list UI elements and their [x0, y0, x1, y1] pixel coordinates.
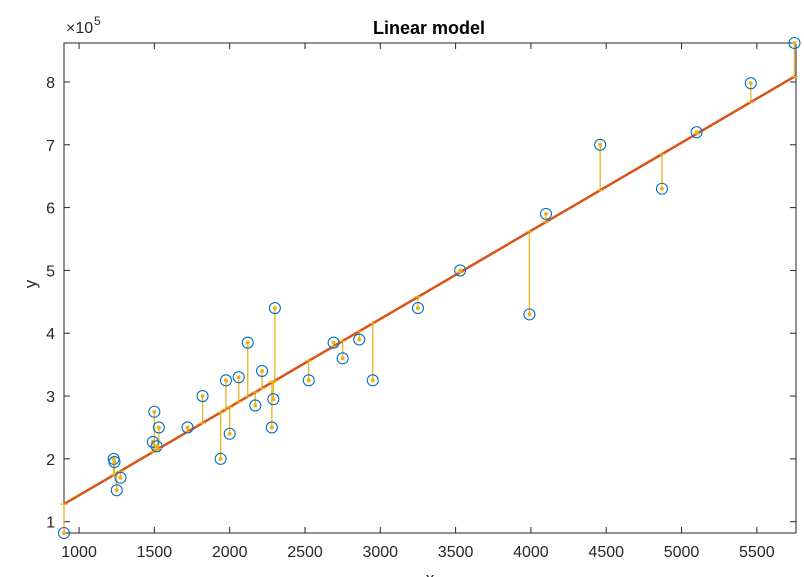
- x-tick-label: 2000: [212, 544, 248, 561]
- data-point: [256, 364, 269, 377]
- x-tick-label: 5000: [664, 544, 700, 561]
- residual-point-dot: [269, 425, 274, 430]
- x-tick-label: 5500: [739, 544, 775, 561]
- data-point: [150, 440, 163, 453]
- x-tick-label: 2500: [287, 544, 323, 561]
- data-point: [539, 207, 553, 220]
- residual-point-dot: [306, 378, 311, 383]
- data-point: [353, 333, 366, 346]
- data-point: [57, 526, 71, 540]
- data-point: [788, 36, 801, 50]
- x-tick-label: 3500: [438, 544, 474, 561]
- data-point: [366, 374, 379, 387]
- residual-point-dot: [156, 425, 161, 430]
- residual-point-dot: [245, 340, 250, 345]
- data-point: [219, 374, 232, 387]
- data-point: [411, 302, 425, 315]
- residual-point-dot: [598, 142, 603, 147]
- data-point: [196, 390, 209, 403]
- y-tick-label: 4: [46, 326, 55, 343]
- data-point: [232, 371, 245, 384]
- residual-point-dot: [370, 378, 375, 383]
- data-point: [655, 182, 669, 195]
- data-point: [594, 138, 607, 151]
- data-point: [148, 405, 161, 418]
- data-point: [302, 374, 315, 387]
- data-point: [110, 484, 123, 497]
- data-point: [146, 435, 159, 448]
- residual-point-dot: [694, 130, 699, 135]
- data-point: [268, 302, 281, 315]
- data-point: [267, 393, 280, 406]
- plot-area: 1000 1500 2000 2500 3000 3500 4000 4500 5000 5500…: [46, 36, 801, 561]
- x-tick-label: 4500: [588, 544, 624, 561]
- residual-point-dot: [340, 356, 345, 361]
- residual-point-dot: [792, 41, 797, 45]
- data-point: [114, 471, 127, 484]
- data-point: [327, 336, 340, 349]
- residual-point-dot: [218, 456, 223, 461]
- y-axis-label: y: [21, 279, 40, 288]
- y-axis-exponent: ×10 5: [66, 14, 101, 37]
- data-point: [241, 336, 254, 349]
- residual-point-dot: [236, 375, 241, 380]
- residual-point-dot: [253, 403, 258, 408]
- residual-point-dot: [260, 368, 265, 373]
- x-tick-label: 1000: [61, 544, 97, 561]
- residual-point-dot: [223, 378, 228, 383]
- data-point: [223, 427, 236, 440]
- residual-point-dot: [185, 425, 190, 430]
- residual-point-dot: [112, 460, 117, 465]
- residual-point-dot: [415, 306, 420, 311]
- residual-point-dot: [271, 397, 276, 402]
- residual-point-dot: [458, 268, 463, 273]
- data-point: [214, 452, 227, 465]
- data-point: [744, 77, 757, 90]
- x-tick-label: 3000: [362, 544, 398, 561]
- y-tick-label: 2: [46, 452, 55, 469]
- y-tick-label: 1: [46, 515, 55, 532]
- data-point: [181, 421, 194, 434]
- data-point: [265, 421, 278, 434]
- residual-point-dot: [114, 488, 119, 493]
- residual-point-dot: [331, 340, 336, 345]
- residual-point-dot: [154, 444, 159, 449]
- residual-point-dot: [227, 431, 232, 436]
- residual-point-dot: [118, 475, 123, 480]
- data-point: [454, 264, 467, 277]
- residual-point-dot: [748, 81, 753, 86]
- data-point: [336, 352, 349, 365]
- residual-point-dot: [543, 211, 548, 216]
- residual-point-dot: [152, 409, 157, 414]
- data-point: [523, 308, 536, 321]
- chart-title: Linear model: [373, 18, 485, 38]
- residual-point-dot: [272, 306, 277, 311]
- residual-point-dot: [200, 394, 205, 399]
- y-exponent-base: ×10: [66, 20, 93, 37]
- data-point: [152, 421, 165, 434]
- data-point: [690, 126, 703, 139]
- x-tick-label: 4000: [513, 544, 549, 561]
- residual-point-dot: [527, 312, 532, 317]
- axes-box: [63, 42, 797, 534]
- residual-point-dot: [659, 186, 664, 191]
- y-tick-label: 7: [46, 138, 55, 155]
- residual-point-dot: [111, 456, 116, 461]
- y-tick-label: 5: [46, 263, 55, 280]
- y-tick-label: 6: [46, 201, 55, 218]
- y-tick-label: 8: [46, 75, 55, 92]
- data-point: [108, 455, 121, 469]
- y-tick-label: 3: [46, 389, 55, 406]
- residual-point-dot: [62, 531, 66, 535]
- y-exponent-power: 5: [94, 14, 101, 28]
- x-axis-label: x: [426, 569, 435, 577]
- x-tick-label: 1500: [137, 544, 173, 561]
- residual-point-dot: [357, 337, 362, 342]
- data-point: [249, 399, 262, 412]
